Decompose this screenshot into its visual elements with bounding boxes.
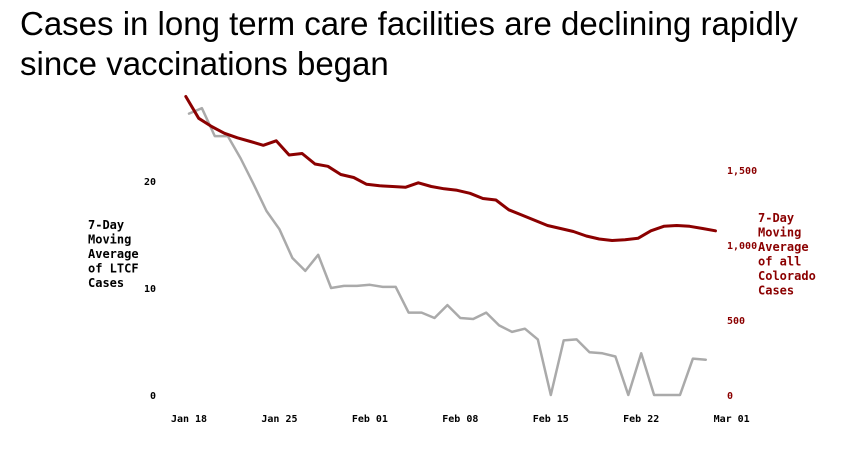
left-axis-label-line: of LTCF — [88, 262, 139, 276]
right-axis-ticks: 0 500 1,000 1,500 — [727, 166, 757, 402]
right-axis-label-line: Average — [758, 240, 809, 254]
left-axis-label-line: Cases — [88, 276, 124, 290]
x-tick-label: Feb 08 — [442, 414, 478, 425]
right-axis-label-line: of all — [758, 255, 801, 269]
right-tick-label: 1,500 — [727, 166, 757, 177]
left-tick-label: 0 — [150, 391, 156, 402]
left-axis-ticks: 0 10 20 — [144, 177, 156, 402]
x-tick-label: Jan 18 — [171, 414, 207, 425]
left-axis-label-line: 7-Day — [88, 218, 124, 232]
series-group — [184, 95, 717, 397]
right-tick-label: 0 — [727, 391, 733, 402]
right-axis-label-line: 7-Day — [758, 211, 794, 225]
x-tick-label: Jan 25 — [261, 414, 297, 425]
x-tick-label: Mar 01 — [714, 414, 750, 425]
right-tick-label: 1,000 — [727, 241, 757, 252]
left-tick-label: 10 — [144, 284, 156, 295]
left-axis-label-line: Average — [88, 247, 139, 261]
left-axis-label-line: Moving — [88, 233, 131, 247]
x-tick-label: Feb 15 — [533, 414, 569, 425]
ltcf-cases-line — [187, 106, 708, 397]
colorado-cases-line — [184, 95, 717, 242]
chart-title: Cases in long term care facilities are d… — [20, 5, 798, 82]
x-tick-label: Feb 22 — [623, 414, 659, 425]
x-axis-ticks: Jan 18 Jan 25 Feb 01 Feb 08 Feb 15 Feb 22 Mar … — [171, 414, 750, 425]
right-axis-label-line: Colorado — [758, 269, 816, 283]
x-tick-label: Feb 01 — [352, 414, 388, 425]
right-axis-label-line: Moving — [758, 226, 801, 240]
right-tick-label: 500 — [727, 316, 745, 327]
left-tick-label: 20 — [144, 177, 156, 188]
right-axis-label-line: Cases — [758, 284, 794, 298]
